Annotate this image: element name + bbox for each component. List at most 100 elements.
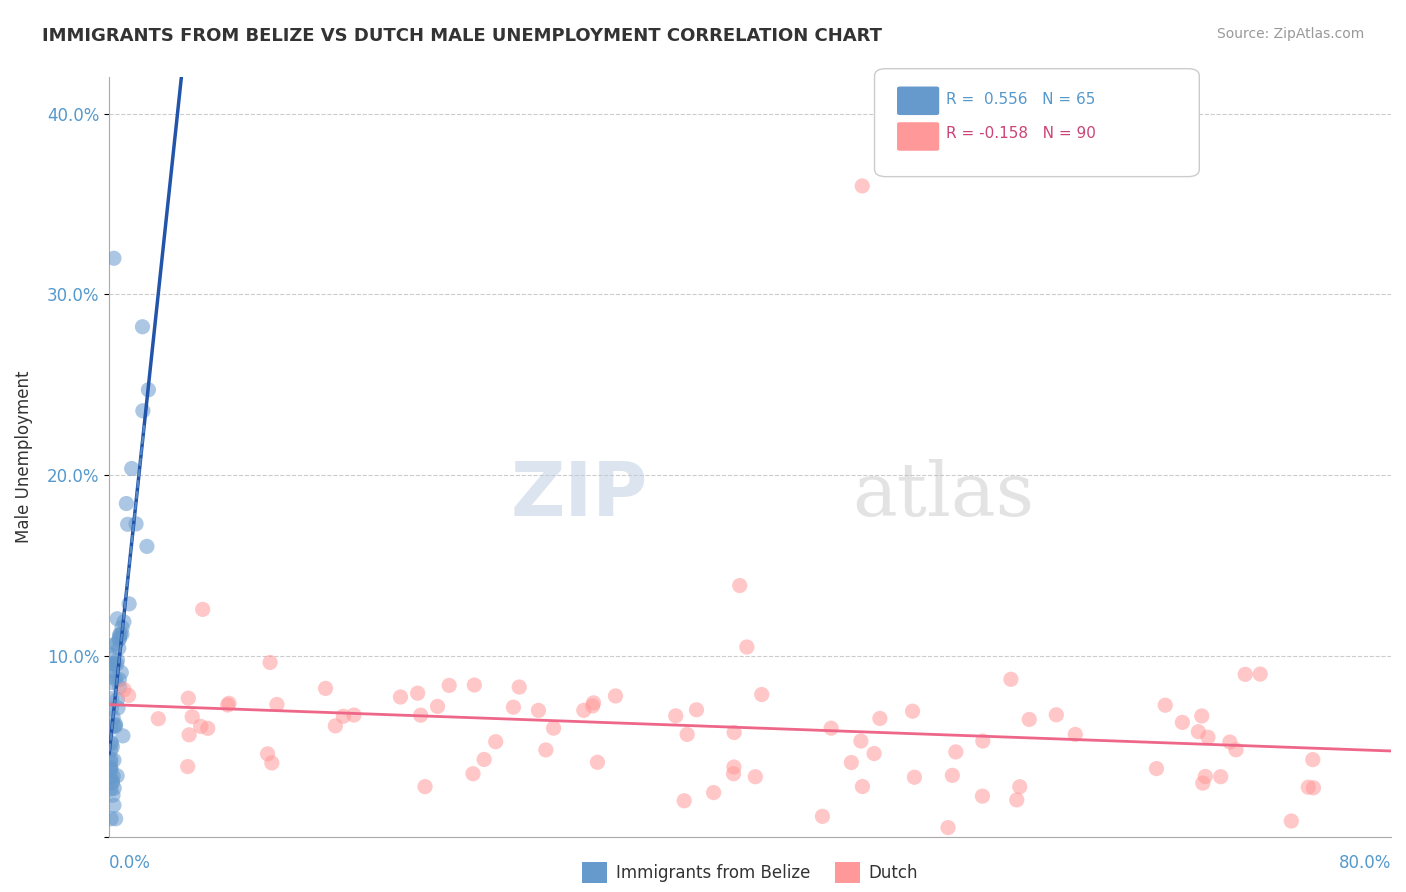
Point [104,719,127,733]
Point [703,786,725,800]
Point [104,672,127,686]
Point [103,252,125,266]
Point [101,657,124,671]
Point [101,691,124,706]
Point [105,769,128,783]
Point [100,735,122,749]
Point [409,708,432,723]
Point [863,747,886,761]
Point [811,809,834,823]
Point [118,597,141,611]
Point [101,739,124,754]
Point [179,728,201,742]
Point [332,709,354,723]
Point [104,717,127,731]
Point [1005,793,1028,807]
Point [108,673,131,687]
Point [1302,780,1324,795]
Point [851,780,873,794]
Point [508,680,530,694]
Point [851,178,873,193]
Point [110,665,132,680]
Point [820,721,842,735]
Point [673,794,696,808]
Point [1209,770,1232,784]
Point [665,709,688,723]
Point [1191,776,1213,790]
Point [181,709,204,723]
Point [104,637,127,651]
Point [100,648,122,662]
Text: 0.0%: 0.0% [110,855,150,872]
Point [735,640,758,654]
Point [605,689,627,703]
Point [135,540,157,554]
Point [112,682,135,697]
Point [108,680,131,694]
Point [1064,727,1087,741]
Point [839,756,862,770]
Point [527,703,550,717]
Point [461,766,484,780]
Point [105,657,128,671]
Point [100,743,122,757]
Point [103,657,125,671]
Point [1249,667,1271,681]
Point [100,675,122,690]
Point [1298,780,1320,794]
Point [115,496,138,510]
Point [132,404,155,418]
Point [100,752,122,766]
Point [177,759,200,773]
Point [107,641,129,656]
Point [103,711,125,725]
Text: IMMIGRANTS FROM BELIZE VS DUTCH MALE UNEMPLOYMENT CORRELATION CHART: IMMIGRANTS FROM BELIZE VS DUTCH MALE UNE… [42,27,882,45]
Text: 80.0%: 80.0% [1339,855,1391,872]
Point [972,734,994,748]
Point [901,704,924,718]
Point [903,770,925,784]
Point [107,692,129,706]
Point [112,615,135,629]
Text: R =  0.556   N = 65: R = 0.556 N = 65 [946,92,1095,106]
Point [117,689,139,703]
Point [111,627,134,641]
Point [723,760,745,774]
Point [217,698,239,712]
Point [100,762,122,776]
Point [100,737,122,751]
Point [103,657,125,672]
Point [259,656,281,670]
Point [105,653,128,667]
Point [197,722,219,736]
Point [406,686,429,700]
Point [437,678,460,692]
Point [502,700,524,714]
Point [534,743,557,757]
Point [1187,724,1209,739]
Point [945,745,967,759]
Point [1234,667,1257,681]
Point [101,664,124,678]
Text: R = -0.158   N = 90: R = -0.158 N = 90 [946,127,1097,141]
Point [1171,715,1194,730]
Point [108,632,131,647]
Point [1225,743,1247,757]
Point [426,699,449,714]
Point [100,702,122,716]
Point [107,701,129,715]
Point [131,319,153,334]
Point [191,602,214,616]
Point [1279,814,1302,828]
Point [103,798,125,813]
Point [117,517,139,532]
Point [1000,673,1022,687]
Point [108,631,131,645]
Point [1191,709,1213,723]
Point [104,812,127,826]
Point [100,721,122,735]
Point [1302,753,1324,767]
Point [121,461,143,475]
Point [100,639,122,653]
Point [1197,730,1219,744]
